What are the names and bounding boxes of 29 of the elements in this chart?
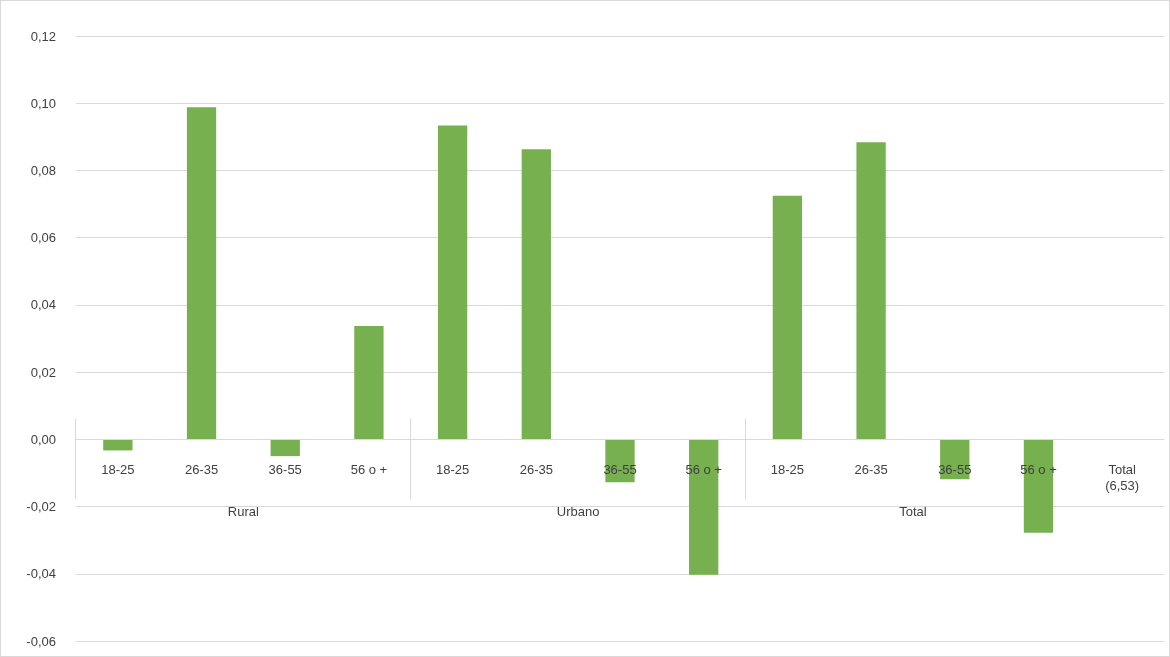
x-tick-label: 26-35 — [854, 461, 888, 477]
x-tick-label: Total (6,53) — [1105, 461, 1140, 493]
y-tick-label: 0,10 — [30, 95, 56, 111]
y-tick-label: 0,06 — [30, 230, 56, 246]
y-tick-label: 0,12 — [30, 28, 56, 44]
bar — [354, 326, 384, 440]
bar — [270, 439, 300, 457]
x-tick-label: 36-55 — [268, 461, 302, 477]
annotation: Urbano — [556, 503, 600, 519]
y-tick-label: 0,02 — [30, 364, 56, 380]
y-tick-label: -0,02 — [26, 499, 56, 515]
y-tick-label: 0,00 — [30, 431, 56, 447]
annotation: Rural — [227, 503, 260, 519]
bar — [186, 107, 217, 440]
x-tick-label: 18-25 — [101, 461, 135, 477]
bar — [856, 142, 886, 440]
y-tick-label: 0,04 — [30, 297, 56, 313]
bar — [437, 125, 468, 440]
x-tick-label: 56 o + — [350, 461, 388, 477]
x-tick-label: 26-35 — [184, 461, 219, 477]
x-tick-label: 18-25 — [435, 461, 470, 477]
y-tick-label: -0,06 — [26, 633, 56, 649]
x-tick-label: 18-25 — [770, 461, 805, 477]
bar — [521, 149, 551, 440]
bar — [772, 195, 803, 440]
annotation: Total — [899, 503, 927, 519]
y-tick-label: 0,08 — [30, 162, 56, 178]
x-tick-label: 26-35 — [519, 461, 553, 477]
y-tick-label: -0,04 — [26, 566, 56, 582]
